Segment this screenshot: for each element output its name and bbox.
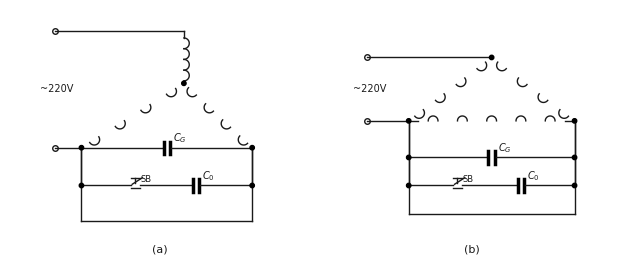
Text: (a): (a) (152, 244, 167, 254)
Text: (b): (b) (464, 244, 480, 254)
Text: ~220V: ~220V (40, 84, 73, 94)
Circle shape (79, 183, 84, 188)
Circle shape (79, 146, 84, 150)
Text: $C_G$: $C_G$ (173, 132, 186, 146)
Circle shape (250, 146, 255, 150)
Circle shape (489, 55, 494, 60)
Circle shape (572, 155, 577, 160)
Text: $C_0$: $C_0$ (527, 169, 540, 183)
Circle shape (250, 183, 255, 188)
Text: $C_0$: $C_0$ (202, 169, 215, 183)
Circle shape (406, 155, 411, 160)
Circle shape (572, 183, 577, 188)
Text: $C_G$: $C_G$ (498, 141, 512, 155)
Text: SB: SB (463, 175, 474, 184)
Text: SB: SB (140, 175, 152, 184)
Circle shape (572, 119, 577, 123)
Circle shape (406, 119, 411, 123)
Circle shape (406, 183, 411, 188)
Circle shape (182, 81, 186, 85)
Text: ~220V: ~220V (353, 84, 386, 94)
